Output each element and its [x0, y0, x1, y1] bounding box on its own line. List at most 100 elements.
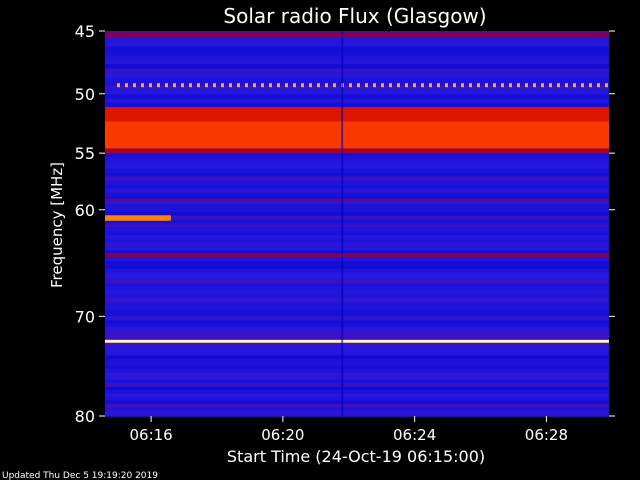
noise-row	[105, 330, 609, 335]
dotted-line-mark	[357, 83, 360, 88]
noise-row	[105, 397, 609, 401]
noise-row	[105, 211, 609, 216]
noise-row	[105, 362, 609, 366]
dotted-line-mark	[501, 83, 504, 88]
noise-row	[105, 160, 609, 165]
dotted-line-mark	[349, 83, 352, 88]
noise-row	[105, 231, 609, 235]
x-axis-label: Start Time (24-Oct-19 06:15:00)	[227, 447, 485, 466]
dotted-line-mark	[453, 83, 456, 88]
noise-row	[105, 55, 609, 60]
dotted-line-mark	[373, 83, 376, 88]
noise-row	[105, 358, 609, 363]
dotted-line-mark	[157, 83, 160, 88]
dotted-line-mark	[133, 83, 136, 88]
x-axis: 06:16 06:20 06:24 06:28	[130, 416, 568, 444]
noise-row	[105, 72, 609, 78]
dotted-line-mark	[173, 83, 176, 88]
noise-row	[105, 393, 609, 398]
dotted-line-mark	[405, 83, 408, 88]
noise-row	[105, 383, 609, 387]
noise-row	[105, 223, 609, 228]
noise-row	[105, 219, 609, 224]
dotted-line-mark	[365, 83, 368, 88]
noise-row	[105, 390, 609, 394]
dotted-line-mark	[445, 83, 448, 88]
dotted-line-mark	[237, 83, 240, 88]
dotted-line-mark	[389, 83, 392, 88]
noise-row	[105, 261, 609, 266]
dotted-line-mark	[125, 83, 128, 88]
noise-row	[105, 238, 609, 243]
noise-row	[105, 94, 609, 99]
plot-area	[105, 31, 609, 418]
noise-row	[105, 276, 609, 280]
band-3	[105, 148, 609, 154]
dotted-line-mark	[277, 83, 280, 88]
dotted-line-mark	[269, 83, 272, 88]
chart-title: Solar radio Flux (Glasgow)	[223, 4, 486, 28]
dotted-line-mark	[165, 83, 168, 88]
noise-row	[105, 365, 609, 370]
dotted-line-mark	[461, 83, 464, 88]
dotted-line-mark	[421, 83, 424, 88]
dotted-line-mark	[381, 83, 384, 88]
noise-row	[105, 184, 609, 189]
x-tick-label: 06:16	[130, 426, 173, 444]
dotted-line-mark	[285, 83, 288, 88]
dotted-line-mark	[541, 83, 544, 88]
noise-row	[105, 98, 609, 103]
noise-row	[105, 50, 609, 56]
y-tick-label: 70	[75, 307, 95, 326]
dotted-line-mark	[189, 83, 192, 88]
y-tick-label: 45	[75, 22, 95, 41]
dotted-line-mark	[493, 83, 496, 88]
noise-row	[105, 301, 609, 306]
noise-row	[105, 192, 609, 197]
noise-row	[105, 90, 609, 95]
dotted-line-mark	[141, 83, 144, 88]
noise-row	[105, 85, 609, 91]
dotted-line-mark	[261, 83, 264, 88]
dotted-line-mark	[301, 83, 304, 88]
x-tick-label: 06:20	[261, 426, 304, 444]
band-4	[105, 198, 609, 202]
noise-row	[105, 176, 609, 181]
dotted-line-mark	[413, 83, 416, 88]
dotted-line-mark	[517, 83, 520, 88]
noise-row	[105, 372, 609, 377]
noise-row	[105, 77, 609, 82]
dotted-line-mark	[533, 83, 536, 88]
dotted-line-mark	[597, 83, 600, 88]
dotted-line-mark	[221, 83, 224, 88]
noise-row	[105, 64, 609, 69]
noise-row	[105, 250, 609, 254]
x-tick-label: 06:28	[525, 426, 568, 444]
noise-row	[105, 272, 609, 277]
dotted-line-mark	[253, 83, 256, 88]
noise-row	[105, 242, 609, 247]
y-axis: 45 50 55 60 70 80	[75, 22, 615, 426]
noise-row	[105, 287, 609, 291]
noise-row	[105, 337, 609, 342]
dotted-line-mark	[197, 83, 200, 88]
noise-row	[105, 37, 609, 42]
dotted-line-mark	[317, 83, 320, 88]
dotted-line-mark	[229, 83, 232, 88]
noise-row	[105, 152, 609, 157]
noise-row	[105, 348, 609, 352]
updated-timestamp: Updated Thu Dec 5 19:19:20 2019	[2, 471, 158, 480]
noise-row	[105, 403, 609, 408]
noise-row	[105, 410, 609, 415]
band-2	[105, 121, 609, 149]
noise-row	[105, 204, 609, 209]
band-5	[105, 253, 609, 258]
noise-row	[105, 188, 609, 193]
noise-row	[105, 279, 609, 284]
noise-row	[105, 200, 609, 205]
noise-row	[105, 290, 609, 295]
noise-row	[105, 312, 609, 317]
noise-row	[105, 164, 609, 169]
noise-row	[105, 309, 609, 313]
